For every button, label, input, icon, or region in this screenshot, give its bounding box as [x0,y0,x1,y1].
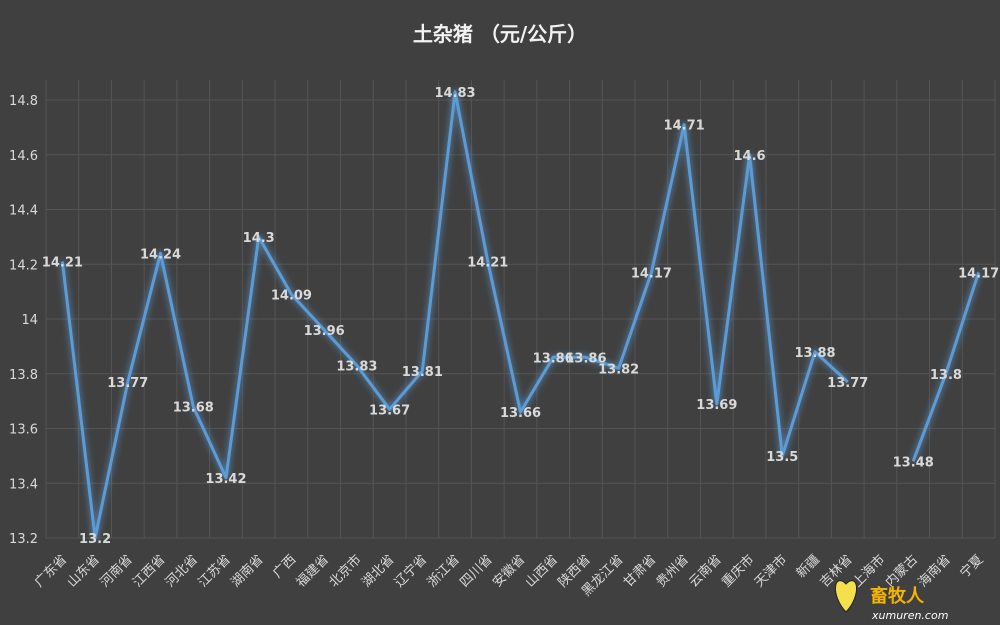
x-tick-label: 甘肃省 [621,552,659,590]
logo-text: 畜牧人 [870,585,925,607]
data-label: 14.21 [42,256,83,271]
x-tick-label: 浙江省 [425,552,463,590]
data-label: 13.83 [336,360,377,375]
data-label: 13.86 [533,351,574,366]
data-label: 13.42 [205,472,246,487]
x-tick-label: 北京市 [326,552,365,591]
data-label: 13.77 [107,376,148,391]
data-label: 14.21 [467,256,508,271]
series-line [60,90,981,540]
heart-logo-icon [835,580,857,613]
data-label: 13.77 [827,376,868,391]
x-tick-label: 宁夏 [957,552,987,582]
x-tick-label: 贵州省 [654,552,692,590]
y-tick-label: 14.4 [9,204,38,219]
data-label: 14.09 [271,288,312,303]
x-tick-label: 湖北省 [359,552,397,590]
data-label: 13.88 [794,346,835,361]
x-tick-label: 山东省 [65,552,103,590]
x-tick-label: 湖南省 [228,552,267,591]
x-tick-label: 广东省 [32,552,70,590]
data-label: 13.2 [79,532,111,547]
data-label: 13.66 [500,406,541,421]
y-tick-label: 13.8 [9,368,38,383]
series-segment [911,272,981,462]
x-tick-label: 内蒙古 [882,552,921,591]
x-tick-label: 辽宁省 [391,552,430,591]
x-tick-label: 福建省 [294,552,332,590]
x-tick-label: 海南省 [915,552,954,591]
y-tick-label: 14.8 [9,94,38,109]
x-tick-label: 云南省 [686,552,725,591]
data-label: 13.69 [696,398,737,413]
data-label: 14.6 [734,149,766,164]
data-label: 14.71 [664,119,705,134]
data-label: 13.86 [565,351,606,366]
logo-subtext: xumuren.com [871,609,948,622]
y-tick-label: 14 [21,313,38,328]
x-tick-label: 江西省 [130,552,168,590]
x-tick-label: 广西 [270,552,299,581]
data-label: 13.48 [893,455,934,470]
y-tick-label: 13.2 [9,532,38,547]
x-tick-label: 河北省 [163,552,201,590]
data-label: 13.81 [402,365,443,380]
data-label: 14.24 [140,247,181,262]
y-tick-label: 14.2 [9,258,38,273]
chart-title: 土杂猪 （元/公斤） [413,22,587,46]
x-tick-label: 四川省 [457,552,495,590]
data-label: 13.8 [930,368,962,383]
gridlines [45,80,996,539]
y-axis: 13.2 13.4 13.6 13.8 14 14.2 14.4 14.6 14.8 [9,94,38,547]
y-tick-label: 13.6 [9,423,38,438]
x-tick-label: 江苏省 [195,552,234,591]
data-label: 13.82 [598,362,639,377]
x-tick-label: 安徽省 [490,552,528,590]
x-tick-label: 河南省 [97,552,136,591]
x-tick-label: 天津市 [751,552,790,591]
data-label: 13.68 [173,401,214,416]
data-labels: 14.21 13.2 13.77 14.24 13.68 13.42 14.3 14.09 13… [42,86,999,547]
x-tick-label: 新疆 [793,552,823,582]
data-label: 14.83 [434,86,475,101]
series-segment [60,90,849,540]
y-tick-label: 14.6 [9,149,38,164]
y-tick-label: 13.4 [9,477,38,492]
data-label: 13.96 [304,324,345,339]
data-label: 13.67 [369,403,410,418]
data-label: 14.17 [958,266,999,281]
data-label: 14.3 [243,231,275,246]
data-label: 13.5 [766,450,798,465]
site-logo: 畜牧人 xumuren.com [835,580,948,622]
x-tick-label: 重庆市 [718,552,757,591]
data-label: 14.17 [631,266,672,281]
x-tick-label: 山西省 [523,552,561,590]
